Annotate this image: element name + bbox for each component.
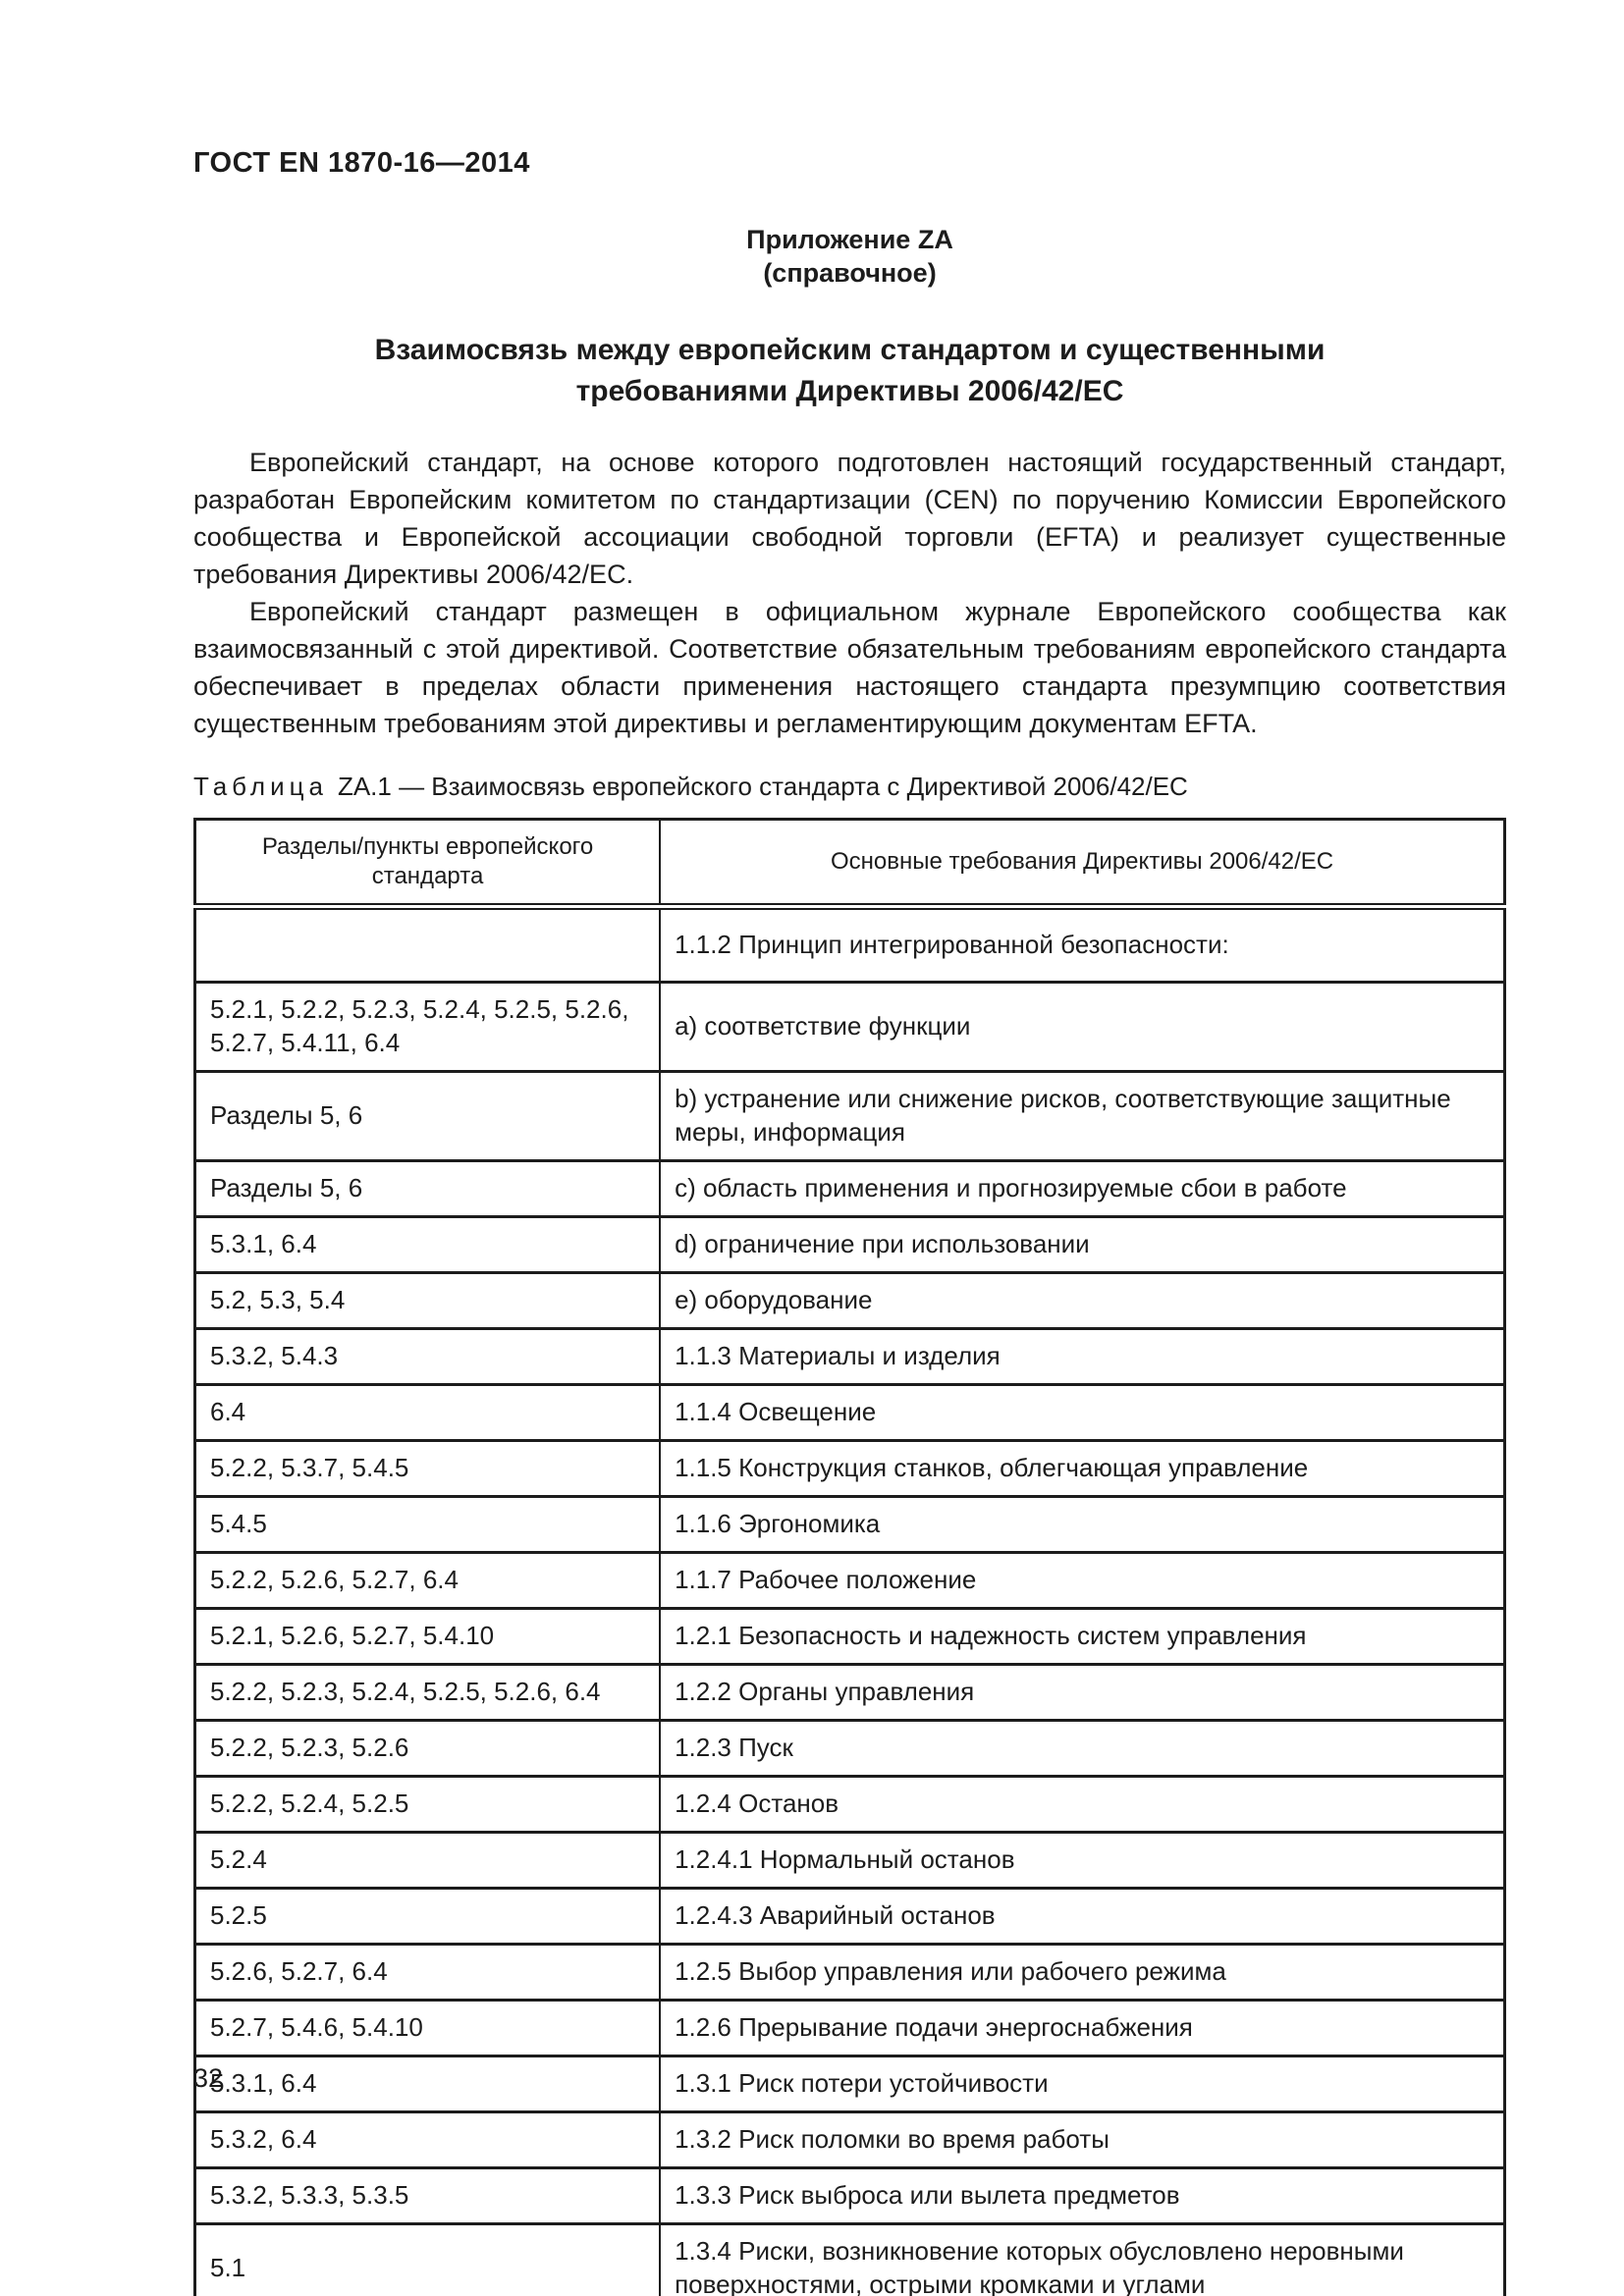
- directive-req-cell: 1.3.4 Риски, возникновение которых обусл…: [659, 2222, 1506, 2296]
- std-sections-cell: 5.3.2, 6.4: [193, 2110, 662, 2169]
- paragraph-1: Европейский стандарт, на основе которого…: [193, 448, 1506, 589]
- table-header-row: Разделы/пункты европейского стандарта Ос…: [193, 818, 1506, 910]
- column-header-directive-requirements: Основные требования Директивы 2006/42/ЕС: [659, 818, 1506, 910]
- directive-req-cell: 1.3.2 Риск поломки во время работы: [659, 2110, 1506, 2169]
- std-sections-cell: 5.3.2, 5.4.3: [193, 1327, 662, 1386]
- directive-req-cell: 1.2.4 Останов: [659, 1775, 1506, 1834]
- table-row: 5.2.2, 5.2.4, 5.2.5 1.2.4 Останов: [193, 1775, 1506, 1834]
- std-sections-cell: 6.4: [193, 1383, 662, 1442]
- table-row: 5.2.7, 5.4.6, 5.4.10 1.2.6 Прерывание по…: [193, 1999, 1506, 2057]
- std-sections-cell: 5.3.2, 5.3.3, 5.3.5: [193, 2166, 662, 2225]
- directive-req-cell: 1.2.5 Выбор управления или рабочего режи…: [659, 1943, 1506, 2002]
- std-sections-cell: 5.2.2, 5.2.3, 5.2.4, 5.2.5, 5.2.6, 6.4: [193, 1663, 662, 1722]
- std-sections-cell: 5.2, 5.3, 5.4: [193, 1271, 662, 1330]
- table-row: 5.2.6, 5.2.7, 6.4 1.2.5 Выбор управления…: [193, 1943, 1506, 2002]
- table-caption-text: ZA.1 — Взаимосвязь европейского стандарт…: [337, 772, 1188, 801]
- directive-req-cell: 1.1.4 Освещение: [659, 1383, 1506, 1442]
- std-sections-cell: 5.3.1, 6.4: [193, 1215, 662, 1274]
- table-row: 5.2.2, 5.2.3, 5.2.4, 5.2.5, 5.2.6, 6.4 1…: [193, 1663, 1506, 1722]
- column-header-standard-sections: Разделы/пункты европейского стандарта: [193, 818, 662, 910]
- table-row: 5.4.5 1.1.6 Эргономика: [193, 1495, 1506, 1554]
- std-sections-cell: Разделы 5, 6: [193, 1070, 662, 1162]
- std-sections-cell: 5.2.2, 5.2.3, 5.2.6: [193, 1719, 662, 1778]
- directive-req-cell: 1.3.3 Риск выброса или вылета предметов: [659, 2166, 1506, 2225]
- table-row: 5.2.4 1.2.4.1 Нормальный останов: [193, 1831, 1506, 1890]
- directive-req-cell: 1.2.4.1 Нормальный останов: [659, 1831, 1506, 1890]
- table-row: Разделы 5, 6 b) устранение или снижение …: [193, 1070, 1506, 1162]
- table-row: 5.1 1.3.4 Риски, возникновение которых о…: [193, 2222, 1506, 2296]
- table-row: 5.2, 5.3, 5.4 e) оборудование: [193, 1271, 1506, 1330]
- std-sections-cell: 5.1: [193, 2222, 662, 2296]
- table-row: 5.2.2, 5.3.7, 5.4.5 1.1.5 Конструкция ст…: [193, 1439, 1506, 1498]
- directive-req-cell: b) устранение или снижение рисков, соотв…: [659, 1070, 1506, 1162]
- table-caption: Таблица ZA.1 — Взаимосвязь европейского с…: [193, 772, 1506, 802]
- page-number: 32: [193, 2063, 224, 2093]
- directive-req-cell: 1.2.2 Органы управления: [659, 1663, 1506, 1722]
- std-sections-cell: 5.2.7, 5.4.6, 5.4.10: [193, 1999, 662, 2057]
- directive-req-cell: 1.3.1 Риск потери устойчивости: [659, 2055, 1506, 2113]
- correspondence-table: Разделы/пункты европейского стандарта Ос…: [193, 818, 1506, 2296]
- std-sections-cell: 5.3.1, 6.4: [193, 2055, 662, 2113]
- table-row: 5.2.5 1.2.4.3 Аварийный останов: [193, 1887, 1506, 1946]
- annex-title-line1: Взаимосвязь между европейским стандартом…: [374, 334, 1326, 366]
- table-row: 5.3.2, 5.3.3, 5.3.5 1.3.3 Риск выброса и…: [193, 2166, 1506, 2225]
- paragraph-2: Европейский стандарт размещен в официаль…: [193, 597, 1506, 738]
- directive-req-cell: 1.2.4.3 Аварийный останов: [659, 1887, 1506, 1946]
- directive-req-cell: 1.2.6 Прерывание подачи энергоснабжения: [659, 1999, 1506, 2057]
- directive-req-cell: 1.1.7 Рабочее положение: [659, 1551, 1506, 1610]
- table-row: 5.3.1, 6.4 d) ограничение при использова…: [193, 1215, 1506, 1274]
- directive-req-cell: c) область применения и прогнозируемые с…: [659, 1159, 1506, 1218]
- directive-req-cell: 1.2.3 Пуск: [659, 1719, 1506, 1778]
- table-row: Разделы 5, 6 c) область применения и про…: [193, 1159, 1506, 1218]
- directive-req-cell: 1.1.3 Материалы и изделия: [659, 1327, 1506, 1386]
- table-row: 5.3.2, 6.4 1.3.2 Риск поломки во время р…: [193, 2110, 1506, 2169]
- directive-req-cell: 1.2.1 Безопасность и надежность систем у…: [659, 1607, 1506, 1666]
- table-row: 6.4 1.1.4 Освещение: [193, 1383, 1506, 1442]
- std-sections-cell: 5.2.1, 5.2.2, 5.2.3, 5.2.4, 5.2.5, 5.2.6…: [193, 981, 662, 1073]
- table-row: 5.2.2, 5.2.3, 5.2.6 1.2.3 Пуск: [193, 1719, 1506, 1778]
- table-row: 5.3.1, 6.4 1.3.1 Риск потери устойчивост…: [193, 2055, 1506, 2113]
- table-row: 5.2.2, 5.2.6, 5.2.7, 6.4 1.1.7 Рабочее п…: [193, 1551, 1506, 1610]
- directive-req-cell: 1.1.2 Принцип интегрированной безопаснос…: [659, 905, 1506, 984]
- annex-label: Приложение ZA: [746, 225, 953, 254]
- directive-req-cell: d) ограничение при использовании: [659, 1215, 1506, 1274]
- std-sections-cell: 5.2.1, 5.2.6, 5.2.7, 5.4.10: [193, 1607, 662, 1666]
- doc-number: ГОСТ EN 1870-16—2014: [193, 147, 530, 179]
- std-sections-cell: 5.2.6, 5.2.7, 6.4: [193, 1943, 662, 2002]
- std-sections-cell: 5.4.5: [193, 1495, 662, 1554]
- std-sections-cell: 5.2.5: [193, 1887, 662, 1946]
- directive-req-cell: 1.1.6 Эргономика: [659, 1495, 1506, 1554]
- table-row: 5.2.1, 5.2.2, 5.2.3, 5.2.4, 5.2.5, 5.2.6…: [193, 981, 1506, 1073]
- directive-req-cell: e) оборудование: [659, 1271, 1506, 1330]
- directive-req-cell: a) соответствие функции: [659, 981, 1506, 1073]
- annex-title-line2: требованиями Директивы 2006/42/ЕС: [575, 375, 1124, 407]
- table-caption-label: Таблица: [193, 772, 328, 801]
- std-sections-cell: 5.2.4: [193, 1831, 662, 1890]
- std-sections-cell: [193, 905, 662, 984]
- table-row: 5.3.2, 5.4.3 1.1.3 Материалы и изделия: [193, 1327, 1506, 1386]
- directive-req-cell: 1.1.5 Конструкция станков, облегчающая у…: [659, 1439, 1506, 1498]
- std-sections-cell: 5.2.2, 5.2.4, 5.2.5: [193, 1775, 662, 1834]
- std-sections-cell: 5.2.2, 5.2.6, 5.2.7, 6.4: [193, 1551, 662, 1610]
- annex-title: Взаимосвязь между европейским стандартом…: [193, 330, 1506, 412]
- std-sections-cell: Разделы 5, 6: [193, 1159, 662, 1218]
- table-row: 1.1.2 Принцип интегрированной безопаснос…: [193, 905, 1506, 984]
- table-row: 5.2.1, 5.2.6, 5.2.7, 5.4.10 1.2.1 Безопа…: [193, 1607, 1506, 1666]
- std-sections-cell: 5.2.2, 5.3.7, 5.4.5: [193, 1439, 662, 1498]
- annex-type: (справочное): [763, 258, 937, 288]
